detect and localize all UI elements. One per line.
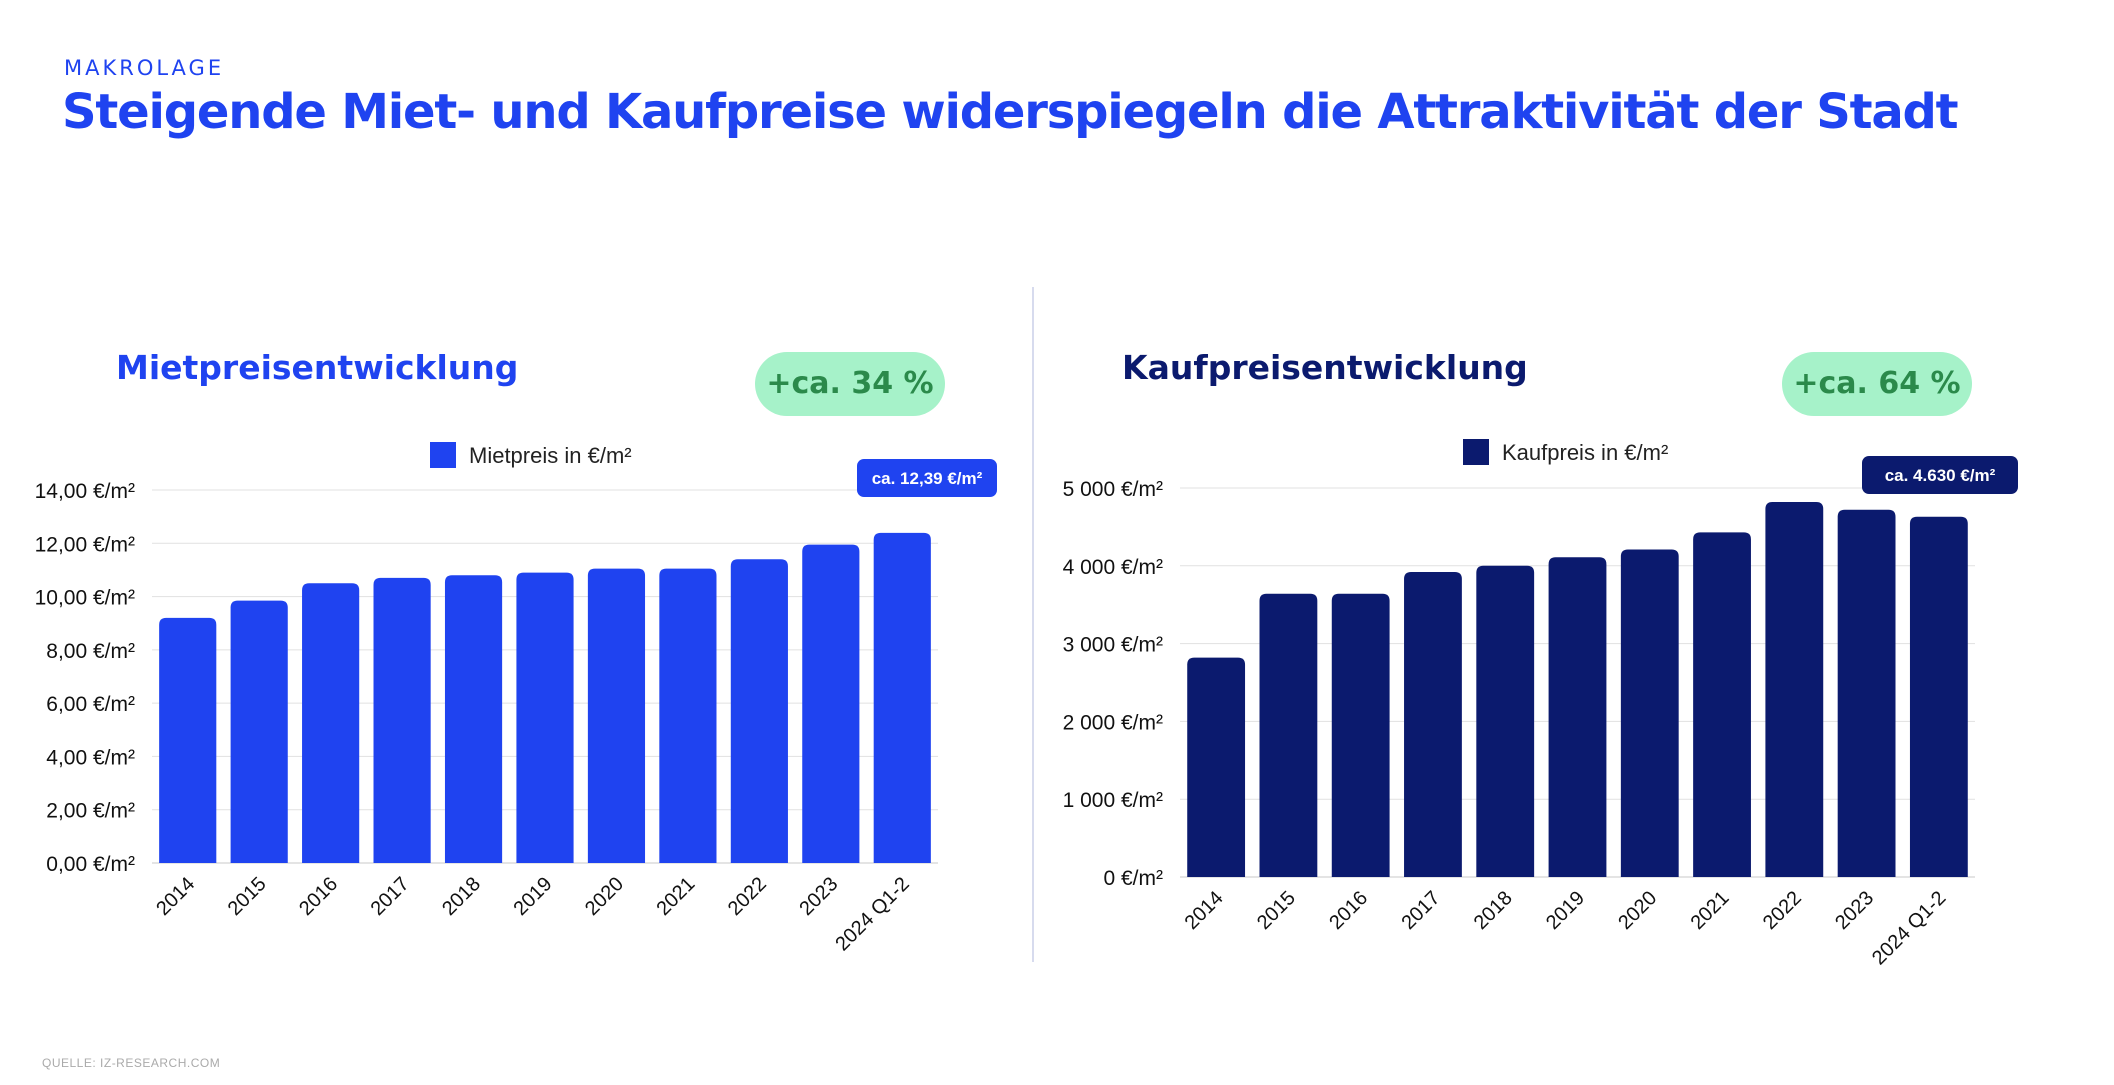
rent-x-tick-label: 2017 bbox=[367, 873, 414, 920]
rent-bar bbox=[873, 532, 931, 863]
rent-legend-label: Mietpreis in €/m² bbox=[469, 443, 632, 468]
purchase-bar bbox=[1476, 565, 1535, 877]
purchase-bar bbox=[1404, 572, 1462, 877]
purchase-x-tick-label: 2024 Q1-2 bbox=[1868, 887, 1950, 969]
purchase-x-tick-label: 2022 bbox=[1759, 887, 1806, 934]
eyebrow-label: MAKROLAGE bbox=[64, 56, 225, 80]
rent-x-tick-label: 2016 bbox=[295, 873, 342, 920]
rent-y-tick-label: 4,00 €/m² bbox=[46, 746, 135, 769]
purchase-bar bbox=[1837, 509, 1896, 877]
purchase-x-tick-label: 2020 bbox=[1614, 887, 1661, 934]
purchase-x-tick-label: 2015 bbox=[1253, 887, 1300, 934]
rent-callout-label: ca. 12,39 €/m² bbox=[872, 469, 983, 488]
rent-bar bbox=[159, 617, 217, 863]
purchase-x-tick-label: 2014 bbox=[1181, 887, 1228, 934]
rent-x-tick-label: 2018 bbox=[438, 873, 485, 920]
purchase-y-tick-label: 3 000 €/m² bbox=[1063, 634, 1163, 657]
rent-bar bbox=[444, 575, 503, 863]
purchase-growth-badge: +ca. 64 % bbox=[1782, 352, 1972, 416]
purchase-bar bbox=[1187, 657, 1246, 877]
purchase-bar bbox=[1331, 593, 1390, 877]
rent-x-tick-label: 2015 bbox=[224, 873, 271, 920]
rent-bar bbox=[587, 568, 646, 863]
rent-x-tick-label: 2022 bbox=[724, 873, 771, 920]
rent-x-tick-label: 2014 bbox=[152, 873, 199, 920]
rent-x-tick-label: 2021 bbox=[652, 873, 699, 920]
rent-bar bbox=[802, 544, 860, 863]
purchase-bar bbox=[1909, 516, 1968, 877]
purchase-y-tick-label: 2 000 €/m² bbox=[1063, 711, 1163, 734]
purchase-callout-label: ca. 4.630 €/m² bbox=[1885, 466, 1996, 485]
rent-legend-swatch bbox=[430, 442, 456, 468]
purchase-bar bbox=[1620, 549, 1679, 877]
purchase-y-tick-label: 5 000 €/m² bbox=[1063, 478, 1163, 501]
purchase-legend-label: Kaufpreis in €/m² bbox=[1502, 440, 1668, 465]
purchase-x-tick-label: 2016 bbox=[1325, 887, 1372, 934]
rent-x-tick-label: 2023 bbox=[795, 873, 842, 920]
rent-x-tick-label: 2020 bbox=[581, 873, 628, 920]
rent-bar bbox=[230, 600, 288, 863]
purchase-bar bbox=[1259, 593, 1318, 877]
purchase-legend-swatch bbox=[1463, 439, 1489, 465]
purchase-y-tick-label: 1 000 €/m² bbox=[1063, 789, 1163, 812]
purchase-y-tick-label: 0 €/m² bbox=[1103, 867, 1163, 890]
rent-x-tick-label: 2024 Q1-2 bbox=[831, 873, 913, 955]
rent-y-tick-label: 6,00 €/m² bbox=[46, 693, 135, 716]
rent-bar bbox=[730, 559, 788, 863]
rent-y-tick-label: 12,00 €/m² bbox=[35, 533, 135, 556]
rent-y-tick-label: 14,00 €/m² bbox=[35, 480, 135, 503]
rent-bar bbox=[659, 568, 717, 863]
page-title: Steigende Miet- und Kaufpreise widerspie… bbox=[62, 84, 1959, 140]
rent-y-tick-label: 10,00 €/m² bbox=[35, 587, 135, 610]
purchase-bar bbox=[1765, 502, 1824, 877]
rent-y-tick-label: 0,00 €/m² bbox=[46, 853, 135, 876]
rent-callout-box bbox=[857, 459, 997, 497]
purchase-bar bbox=[1548, 557, 1607, 877]
rent-growth-badge: +ca. 34 % bbox=[755, 352, 945, 416]
rent-chart-title: Mietpreisentwicklung bbox=[116, 348, 519, 387]
purchase-callout-box bbox=[1862, 456, 2018, 494]
purchase-x-tick-label: 2023 bbox=[1831, 887, 1878, 934]
purchase-x-tick-label: 2019 bbox=[1542, 887, 1589, 934]
purchase-bar bbox=[1693, 532, 1751, 877]
source-note: QUELLE: IZ-RESEARCH.COM bbox=[42, 1056, 221, 1070]
purchase-chart-title: Kaufpreisentwicklung bbox=[1122, 348, 1528, 387]
panel-divider bbox=[1032, 287, 1034, 962]
rent-bar bbox=[516, 572, 574, 863]
purchase-x-tick-label: 2017 bbox=[1397, 887, 1444, 934]
rent-x-tick-label: 2019 bbox=[510, 873, 557, 920]
purchase-y-tick-label: 4 000 €/m² bbox=[1063, 556, 1163, 579]
rent-bar bbox=[302, 583, 360, 863]
rent-y-tick-label: 8,00 €/m² bbox=[46, 640, 135, 663]
purchase-x-tick-label: 2021 bbox=[1687, 887, 1734, 934]
rent-y-tick-label: 2,00 €/m² bbox=[46, 800, 135, 823]
purchase-x-tick-label: 2018 bbox=[1470, 887, 1517, 934]
rent-bar bbox=[373, 577, 431, 863]
